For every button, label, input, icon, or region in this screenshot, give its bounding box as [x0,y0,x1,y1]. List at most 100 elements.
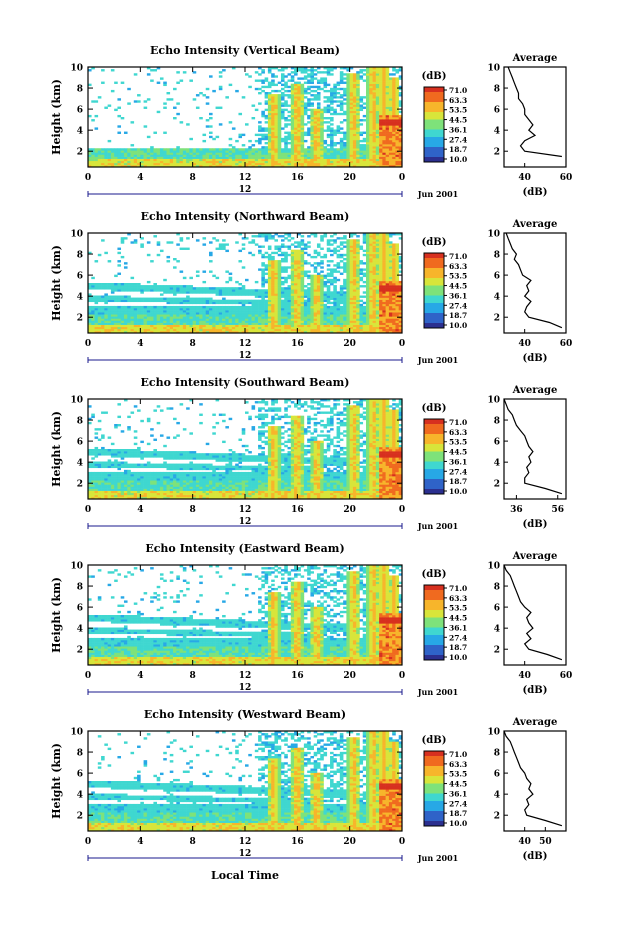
heatmap-cell [297,119,301,122]
colorbar-frame [423,86,445,163]
heatmap-cell [251,289,256,292]
heatmap-cell [398,142,403,145]
heatmap-cell [88,287,92,290]
heatmap-cell [326,96,331,99]
heatmap-cell [323,320,328,323]
heatmap-cell [209,312,213,315]
heatmap-cell [130,312,135,315]
heatmap-cell [352,87,357,91]
heatmap-cell [284,164,288,168]
heatmap-cell [267,247,272,250]
heatmap-cell [382,322,386,325]
heatmap-cell [343,312,347,315]
heatmap-cell [395,102,400,105]
heatmap-cell [372,106,377,109]
heatmap-cell [352,316,357,319]
heatmap-cell [297,135,301,139]
heatmap-cell [186,297,190,300]
heatmap-cell [146,297,151,300]
heatmap-cell [313,330,318,334]
heatmap-cell [290,297,295,300]
heatmap-cell [326,104,331,107]
heatmap-cell [310,89,314,93]
heatmap-cell [287,318,292,321]
heatmap-cell [153,131,157,134]
heatmap-cell [366,92,370,95]
heatmap-cell [130,160,135,164]
heatmap-cell [277,123,282,126]
heatmap-cell [330,131,334,134]
heatmap-cell [362,139,367,143]
heatmap-cell [228,330,233,334]
heatmap-cell [352,73,357,76]
heatmap-cell [375,87,380,91]
heatmap-cell [356,285,360,288]
heatmap-cell [186,152,190,155]
heatmap-cell [156,316,161,319]
heatmap-cell [271,324,275,328]
heatmap-cell [287,104,292,107]
heatmap-cell [205,148,210,151]
heatmap-cell [179,301,184,305]
heatmap-cell [280,303,285,307]
heatmap-cell [372,305,377,309]
heatmap-cell [385,301,390,305]
heatmap-cell [123,148,128,151]
heatmap-cell [277,129,282,132]
heatmap-cell [333,330,337,334]
heatmap-cell [274,308,279,311]
heatmap-cell [379,117,383,120]
heatmap-cell [343,150,347,153]
heatmap-cell [117,283,122,286]
heatmap-cell [336,297,341,300]
heatmap-cell [372,324,377,328]
heatmap-cell [146,98,151,101]
heatmap-cell [123,305,128,309]
heatmap-cell [339,96,344,99]
heatmap-cell [356,85,360,89]
heatmap-cell [254,322,259,325]
heatmap-cell [323,71,328,74]
heatmap-cell [339,255,344,259]
heatmap-cell [349,121,354,124]
heatmap-cell [297,328,301,332]
heatmap-cell [258,245,262,248]
heatmap-cell [346,297,350,300]
heatmap-cell [369,146,373,149]
heatmap-cell [258,268,262,271]
heatmap-cell [186,312,190,315]
heatmap-cell [388,139,393,143]
heatmap-cell [274,233,279,236]
heatmap-cell [264,305,269,309]
heatmap-cell [294,71,298,74]
heatmap-cell [120,156,125,159]
heatmap-cell [130,121,135,124]
heatmap-cell [150,310,154,313]
heatmap-cell [326,239,331,242]
heatmap-cell [290,131,295,134]
heatmap-cell [225,330,229,334]
heatmap-cell [362,96,367,99]
heatmap-cell [104,301,108,305]
heatmap-cell [127,310,131,313]
heatmap-cell [359,160,364,164]
heatmap-cell [326,154,331,157]
heatmap-cell [310,297,314,300]
heatmap-cell [287,287,292,290]
heatmap-cell [382,75,386,78]
heatmap-cell [280,289,285,292]
heatmap-cell [130,318,135,321]
heatmap-cell [395,69,400,72]
heatmap-cell [320,312,324,315]
heatmap-cell [110,299,115,303]
heatmap-cell [290,260,295,263]
heatmap-cell [277,164,282,168]
heatmap-cell [379,85,383,89]
heatmap-cell [169,312,174,315]
heatmap-cell [366,314,370,317]
heatmap-cell [235,328,239,332]
heatmap-cell [150,260,154,263]
heatmap-cell [290,110,295,114]
heatmap-cell [88,156,92,159]
heatmap-cell [372,125,377,128]
